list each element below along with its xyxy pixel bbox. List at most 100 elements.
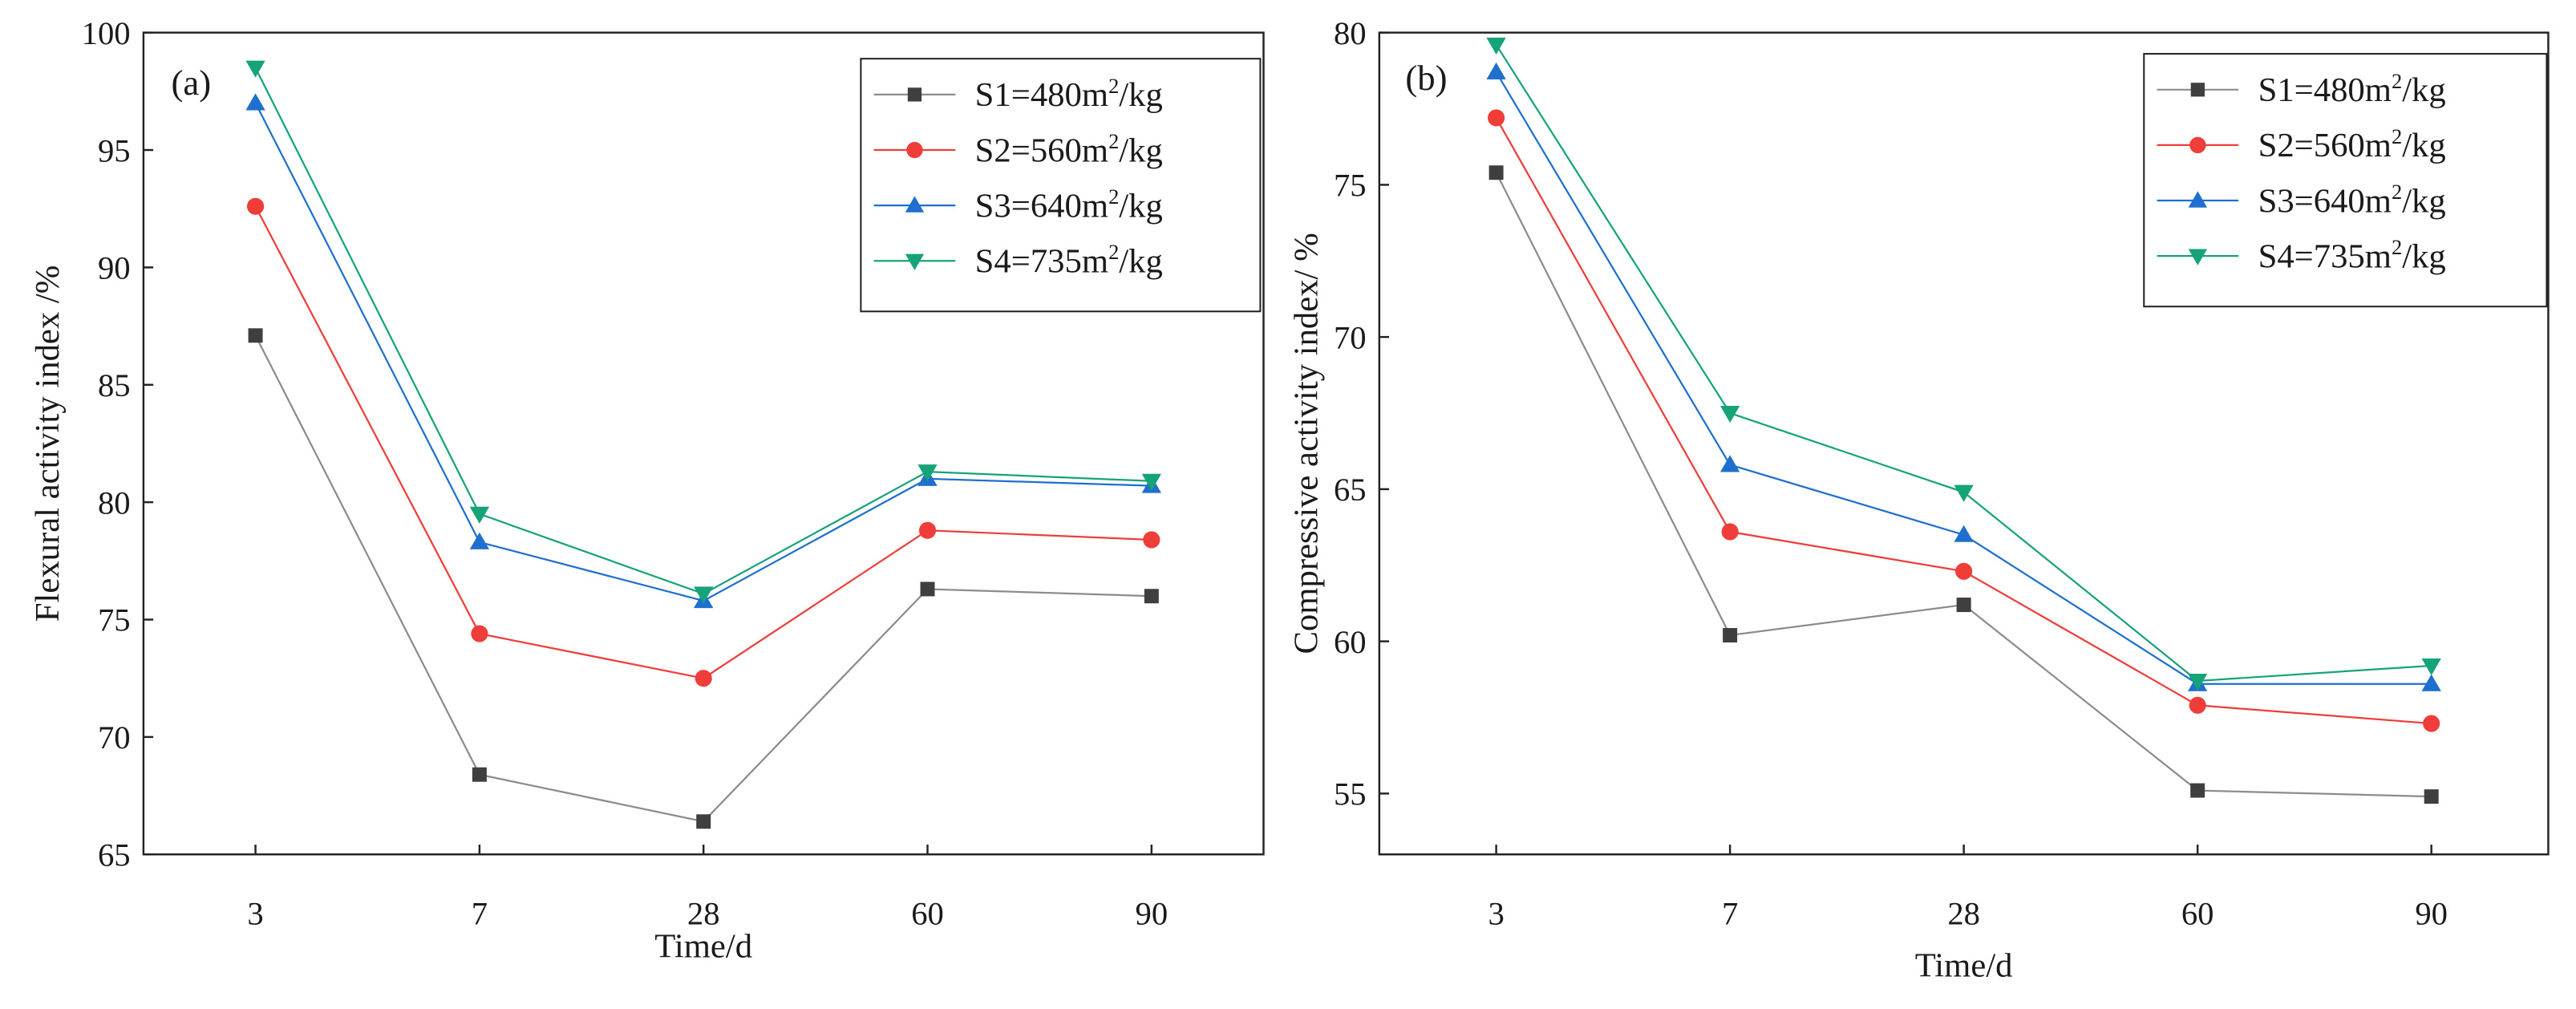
y-tick-label: 65 (1334, 472, 1367, 508)
chart-root: 65 70 75 80 85 90 95 100 3 7 28 60 90 Time/d Flexural … (29, 15, 2550, 985)
y-tick-label: 80 (98, 484, 131, 521)
data-point (2424, 789, 2439, 804)
legend-marker (905, 196, 925, 213)
legend-label-sup: 2 (1108, 129, 1119, 153)
y-axis-label: Compressive activity index/ % (1288, 233, 1326, 654)
data-point (1721, 523, 1739, 541)
data-point (1143, 531, 1160, 549)
legend-label-unit: /kg (1119, 187, 1163, 225)
x-axis-label: Time/d (654, 927, 752, 965)
x-tick-label: 28 (1947, 896, 1980, 932)
legend-marker (906, 141, 923, 159)
x-tick-label: 7 (1722, 896, 1738, 932)
data-point (2189, 696, 2206, 714)
x-tick-label: 60 (2181, 896, 2214, 932)
data-point (469, 506, 490, 524)
legend-label: S2=560m2/kg (2258, 124, 2446, 164)
legend-marker (2188, 249, 2208, 265)
legend-label-sup: 2 (2392, 69, 2402, 93)
data-point (920, 581, 935, 597)
y-axis-label: Flexural activity index /% (29, 265, 67, 622)
y-tick-label: 85 (98, 367, 131, 403)
legend-item: S3=640m2/kg (873, 184, 1163, 225)
data-point (245, 60, 265, 78)
x-tick-label: 28 (687, 896, 720, 932)
data-point (1488, 109, 1505, 127)
legend-marker (2188, 191, 2208, 208)
legend-label-unit: /kg (2402, 71, 2446, 109)
data-point (1956, 598, 1971, 613)
chart-panel-a: 65 70 75 80 85 90 95 100 3 7 28 60 90 Time/d Flexural … (29, 15, 1265, 965)
legend-item: S1=480m2/kg (873, 74, 1163, 114)
legend-marker (905, 253, 925, 270)
data-point (2188, 673, 2208, 691)
legend-label-main: S2=560m (975, 132, 1108, 169)
panel-label: (a) (171, 63, 211, 103)
legend-label-unit: /kg (2402, 237, 2446, 275)
series-1 (1488, 165, 2439, 804)
legend-label-unit: /kg (2402, 127, 2446, 164)
legend-marker (2190, 83, 2205, 97)
legend-box (860, 58, 1262, 313)
series-1 (248, 328, 1159, 829)
data-point (695, 670, 712, 687)
data-point (696, 814, 711, 829)
x-tick-label: 7 (472, 896, 488, 932)
data-point (2423, 715, 2440, 732)
data-point (2421, 658, 2441, 676)
series-4 (1486, 37, 2441, 691)
series-2 (1488, 109, 2440, 732)
legend-item: S2=560m2/kg (2157, 124, 2446, 164)
data-point (1719, 406, 1740, 423)
x-tick-label: 90 (1136, 896, 1169, 932)
data-point (1486, 62, 1506, 79)
y-tick-label: 70 (98, 719, 131, 756)
y-tick-label: 75 (1334, 168, 1367, 204)
data-point (1719, 455, 1740, 472)
legend-label-unit: /kg (2402, 182, 2446, 220)
legend-label-main: S1=480m (2258, 71, 2392, 109)
legend-label: S1=480m2/kg (975, 74, 1163, 114)
x-tick-label: 60 (911, 896, 944, 932)
legend-marker (2189, 136, 2206, 154)
y-tick-label: 55 (1334, 776, 1367, 812)
data-point (2190, 783, 2205, 798)
data-point (694, 586, 714, 604)
series-2 (246, 197, 1160, 687)
y-tick-label: 95 (98, 132, 131, 168)
data-point (245, 93, 265, 111)
legend-label-unit: /kg (1119, 76, 1163, 114)
data-point (1144, 589, 1159, 604)
data-point (1723, 628, 1738, 643)
legend-label-main: S3=640m (2258, 182, 2392, 220)
legend-label-sup: 2 (1108, 184, 1119, 209)
x-axis-label: Time/d (1915, 947, 2013, 985)
legend-label-unit: /kg (1119, 242, 1163, 280)
data-point (1955, 562, 1973, 580)
data-point (1954, 525, 1974, 542)
x-tick-label: 90 (2415, 896, 2448, 932)
legend-label-unit: /kg (1119, 132, 1163, 169)
legend-label: S1=480m2/kg (2258, 69, 2446, 109)
legend-label-sup: 2 (2392, 235, 2402, 259)
legend-label: S3=640m2/kg (975, 184, 1163, 225)
data-point (1488, 165, 1504, 180)
legend-item: S2=560m2/kg (873, 129, 1163, 169)
y-tick-label: 90 (98, 250, 131, 286)
legend-label-sup: 2 (2392, 124, 2402, 148)
y-tick-label: 100 (82, 15, 131, 51)
legend-marker (907, 87, 922, 102)
series-4 (245, 60, 1162, 604)
data-point (917, 464, 938, 482)
legend: S1=480m2/kgS2=560m2/kgS3=640m2/kgS4=735m… (860, 58, 1262, 313)
legend-label-sup: 2 (1108, 240, 1119, 264)
legend-label: S4=735m2/kg (2258, 235, 2446, 275)
data-point (1141, 473, 1162, 491)
x-tick-label: 3 (247, 896, 263, 932)
data-point (469, 532, 490, 549)
x-tick-label: 3 (1488, 896, 1504, 932)
data-point (472, 767, 487, 782)
legend-label-main: S4=735m (975, 242, 1108, 280)
